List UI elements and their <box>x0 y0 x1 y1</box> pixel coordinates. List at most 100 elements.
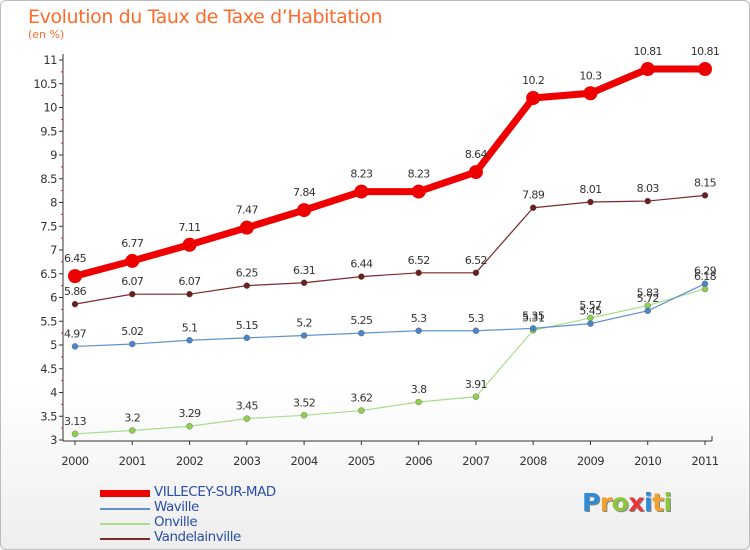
data-label: 8.01 <box>579 183 601 196</box>
y-tick-label: 8.5 <box>40 172 57 186</box>
data-label: 8.23 <box>408 168 431 181</box>
data-label: 5.57 <box>579 299 602 312</box>
data-point <box>243 334 251 342</box>
data-label: 8.03 <box>637 182 660 195</box>
x-tick-label: 2005 <box>348 454 375 468</box>
data-label: 6.45 <box>64 252 87 265</box>
data-label: 3.62 <box>350 392 372 405</box>
y-tick-label: 7.5 <box>40 219 57 233</box>
data-point <box>587 198 594 206</box>
y-tick-label: 10.5 <box>33 77 57 91</box>
data-label: 3.45 <box>236 400 259 413</box>
x-tick-label: 2010 <box>634 454 661 468</box>
data-point <box>698 62 712 77</box>
y-tick-label: 4.5 <box>40 362 57 376</box>
data-point <box>297 203 312 218</box>
data-label: 5.2 <box>296 317 312 330</box>
data-label: 5.3 <box>411 312 427 325</box>
data-point <box>587 320 594 327</box>
data-label: 7.11 <box>178 221 200 234</box>
data-point <box>129 290 136 298</box>
data-label: 5.83 <box>637 287 660 300</box>
x-tick-label: 2000 <box>61 454 88 468</box>
legend-swatch <box>100 523 150 525</box>
y-tick-label: 5.5 <box>40 314 57 328</box>
data-point <box>701 280 709 287</box>
data-label: 8.64 <box>465 148 488 161</box>
y-tick-label: 6 <box>50 291 57 305</box>
data-point <box>129 427 136 434</box>
data-point <box>415 398 422 406</box>
data-label: 6.44 <box>350 258 373 271</box>
data-label: 10.81 <box>633 45 662 58</box>
data-point <box>358 273 365 280</box>
logo-letter: i <box>644 488 653 517</box>
x-tick-label: 2001 <box>119 454 146 468</box>
logo-letter: i <box>663 488 673 517</box>
data-point <box>529 204 537 211</box>
data-point <box>300 412 308 419</box>
y-axis-unit: (en %) <box>28 28 65 41</box>
series-line-vandelainville <box>74 194 706 305</box>
y-tick-label: 7 <box>50 243 57 257</box>
data-label: 5.31 <box>522 311 544 324</box>
y-tick-label: 5 <box>50 338 57 352</box>
legend-item: VILLECEY-SUR-MAD <box>100 484 360 501</box>
data-label: 3.8 <box>411 383 427 396</box>
legend-item: Waville <box>100 499 360 516</box>
data-label: 7.47 <box>236 204 259 217</box>
data-point <box>411 184 426 199</box>
series-line-villecey-sur-mad <box>74 65 705 280</box>
y-tick-label: 4 <box>50 386 57 400</box>
data-point <box>186 423 193 430</box>
x-tick-label: 2004 <box>290 454 317 468</box>
data-label: 5.72 <box>637 292 659 305</box>
data-label: 6.07 <box>178 275 201 288</box>
legend: VILLECEY-SUR-MAD Waville Onville Vandelainv… <box>100 484 360 546</box>
data-label: 6.31 <box>293 264 315 277</box>
y-tick-label: 3.5 <box>40 409 57 423</box>
data-label: 7.84 <box>293 186 316 199</box>
x-tick-label: 2011 <box>691 454 718 468</box>
legend-label: Vandelainville <box>154 529 241 545</box>
legend-label: Waville <box>154 499 199 515</box>
proxiti-logo: Proxiti <box>582 488 672 517</box>
y-tick-label: 10 <box>43 101 57 115</box>
x-tick-label: 2008 <box>520 454 547 468</box>
data-point <box>358 407 365 414</box>
y-tick-label: 11 <box>43 53 57 67</box>
y-tick-label: 9.5 <box>40 124 57 138</box>
logo-letter: r <box>599 488 612 517</box>
data-point <box>640 62 655 77</box>
x-tick-label: 2003 <box>233 454 260 468</box>
data-label: 6.77 <box>121 237 144 250</box>
data-label: 6.52 <box>465 254 487 267</box>
x-tick-label: 2009 <box>577 454 604 468</box>
data-label: 3.2 <box>124 412 140 425</box>
data-label: 6.25 <box>236 267 259 280</box>
data-point <box>472 327 480 334</box>
data-label: 5.15 <box>236 319 259 332</box>
data-point <box>300 332 308 339</box>
data-label: 3.29 <box>178 407 201 420</box>
y-tick-label: 9 <box>50 148 57 162</box>
data-point <box>644 307 651 314</box>
data-point <box>71 300 79 308</box>
data-label: 6.07 <box>121 275 144 288</box>
data-label: 5.45 <box>579 305 602 318</box>
data-label: 5.86 <box>64 285 87 298</box>
data-label: 5.25 <box>350 314 373 327</box>
data-label: 10.3 <box>579 69 602 82</box>
logo-letter: t <box>652 488 664 517</box>
data-point <box>182 237 197 252</box>
data-point <box>644 197 651 205</box>
data-label: 3.91 <box>465 378 487 391</box>
data-label: 6.52 <box>408 254 430 267</box>
data-point <box>468 165 483 180</box>
legend-swatch <box>100 490 150 497</box>
data-point <box>239 220 254 235</box>
data-point <box>526 91 541 105</box>
logo-letter: P <box>582 488 600 517</box>
data-point <box>354 184 369 199</box>
